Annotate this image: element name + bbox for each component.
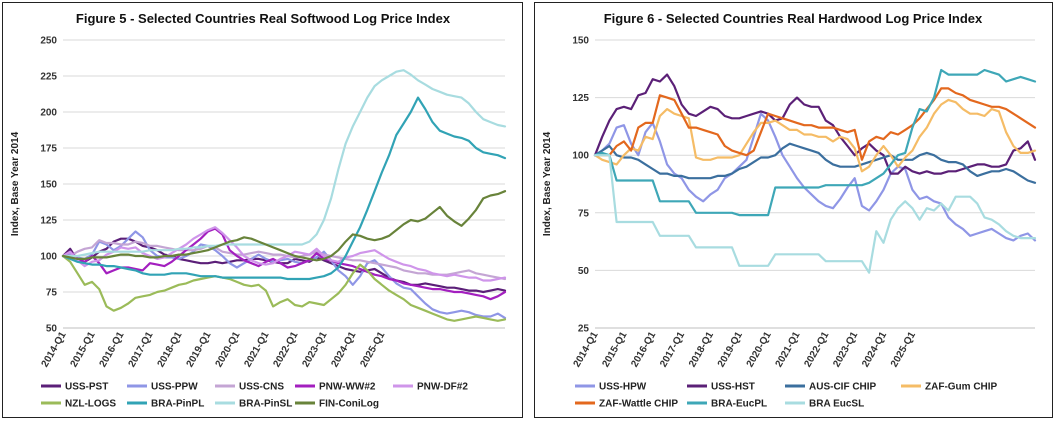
x-tick-label: 2018-Q1 <box>687 330 716 370</box>
y-axis-label: Index, Base Year 2014 <box>10 131 21 236</box>
softwood-chart: Figure 5 - Selected Countries Real Softw… <box>10 11 507 410</box>
legend-item-bra-eucpl: BRA-EucPL <box>687 399 767 410</box>
x-tick-label: 2019-Q1 <box>716 330 745 370</box>
legend-item-uss-pst: USS-PST <box>41 382 108 393</box>
series-line-bra-pinpl <box>61 96 507 281</box>
y-tick-label: 250 <box>40 36 57 47</box>
legend-item-uss-cns: USS-CNS <box>215 382 284 393</box>
legend-label: FIN-ConiLog <box>319 399 379 410</box>
legend-item-nzl-logs: NZL-LOGS <box>41 399 116 410</box>
x-tick-label: 2024-Q1 <box>329 330 358 370</box>
series-line-fin-conilog <box>61 190 507 262</box>
series-line-bra-eucpl <box>593 68 1037 217</box>
series-line-zaf-gum-chip <box>593 98 1037 173</box>
legend-item-uss-hst: USS-HST <box>687 382 755 393</box>
y-tick-label: 175 <box>40 144 57 155</box>
legend-item-pnw-df-2: PNW-DF#2 <box>393 382 468 393</box>
x-tick-label: 2017-Q1 <box>127 330 156 370</box>
x-tick-label: 2020-Q1 <box>214 330 243 370</box>
legend-item-uss-ppw: USS-PPW <box>127 382 198 393</box>
y-tick-label: 75 <box>46 288 58 299</box>
legend-label: USS-PST <box>65 382 108 393</box>
legend-label: USS-CNS <box>239 382 284 393</box>
legend-item-uss-hpw: USS-HPW <box>575 382 647 393</box>
x-tick-label: 2018-Q1 <box>156 330 185 370</box>
chart-title: Figure 5 - Selected Countries Real Softw… <box>76 11 451 26</box>
y-tick-label: 100 <box>572 151 589 162</box>
softwood-chart-panel: Figure 5 - Selected Countries Real Softw… <box>2 2 523 418</box>
legend-label: AUS-CIF CHIP <box>809 382 877 393</box>
y-tick-label: 50 <box>578 266 590 277</box>
x-tick-label: 2022-Q1 <box>271 330 300 370</box>
legend-label: NZL-LOGS <box>65 399 116 410</box>
y-tick-label: 225 <box>40 72 57 83</box>
legend-item-zaf-gum-chip: ZAF-Gum CHIP <box>901 382 998 393</box>
x-tick-label: 2015-Q1 <box>600 330 629 370</box>
x-tick-label: 2016-Q1 <box>98 330 127 370</box>
x-tick-label: 2014-Q1 <box>40 330 69 370</box>
series-line-uss-hst <box>593 73 1037 175</box>
series-line-nzl-logs <box>61 254 507 322</box>
series-line-zaf-wattle-chip <box>593 87 1037 161</box>
x-tick-label: 2023-Q1 <box>831 330 860 370</box>
legend-label: ZAF-Gum CHIP <box>925 382 998 393</box>
chart-title: Figure 6 - Selected Countries Real Hardw… <box>604 11 983 26</box>
legend-label: PNW-WW#2 <box>319 382 376 393</box>
y-tick-label: 150 <box>40 180 57 191</box>
series-line-uss-ppw <box>61 230 507 319</box>
x-tick-label: 2023-Q1 <box>300 330 329 370</box>
x-tick-label: 2025-Q1 <box>358 330 387 370</box>
series-line-bra-eucsl <box>593 154 1037 274</box>
y-tick-label: 150 <box>572 36 589 47</box>
legend-label: USS-HPW <box>599 382 647 393</box>
legend-label: ZAF-Wattle CHIP <box>599 399 678 410</box>
series-line-aus-cif-chip <box>593 142 1037 184</box>
legend-item-aus-cif-chip: AUS-CIF CHIP <box>785 382 877 393</box>
legend-item-bra-eucsl: BRA EucSL <box>785 399 864 410</box>
hardwood-chart: Figure 6 - Selected Countries Real Hardw… <box>542 11 1037 410</box>
x-tick-label: 2016-Q1 <box>629 330 658 370</box>
legend-label: BRA-EucPL <box>711 399 767 410</box>
x-tick-label: 2017-Q1 <box>658 330 687 370</box>
y-tick-label: 100 <box>40 252 57 263</box>
x-tick-label: 2020-Q1 <box>745 330 774 370</box>
x-tick-label: 2025-Q1 <box>889 330 918 370</box>
y-tick-label: 25 <box>578 324 590 335</box>
x-tick-label: 2021-Q1 <box>242 330 271 370</box>
y-tick-label: 75 <box>578 208 590 219</box>
legend-label: PNW-DF#2 <box>417 382 468 393</box>
legend-item-bra-pinsl: BRA-PinSL <box>215 399 292 410</box>
series-line-pnw-df-2 <box>61 226 507 282</box>
legend-item-zaf-wattle-chip: ZAF-Wattle CHIP <box>575 399 678 410</box>
y-tick-label: 200 <box>40 108 57 119</box>
x-tick-label: 2019-Q1 <box>185 330 214 370</box>
series-line-uss-hpw <box>593 112 1037 242</box>
y-tick-label: 125 <box>40 216 57 227</box>
legend-item-fin-conilog: FIN-ConiLog <box>295 399 379 410</box>
y-axis-label: Index, Base Year 2014 <box>542 131 553 236</box>
legend-label: USS-PPW <box>151 382 198 393</box>
series-line-bra-pinsl <box>61 69 507 258</box>
legend-label: USS-HST <box>711 382 755 393</box>
y-tick-label: 50 <box>46 324 58 335</box>
hardwood-chart-panel: Figure 6 - Selected Countries Real Hardw… <box>534 2 1053 418</box>
x-tick-label: 2024-Q1 <box>860 330 889 370</box>
x-tick-label: 2022-Q1 <box>802 330 831 370</box>
y-tick-label: 125 <box>572 93 589 104</box>
legend-label: BRA-PinPL <box>151 399 204 410</box>
x-tick-label: 2021-Q1 <box>774 330 803 370</box>
legend-item-bra-pinpl: BRA-PinPL <box>127 399 204 410</box>
series-line-uss-cns <box>61 239 507 281</box>
legend-item-pnw-ww-2: PNW-WW#2 <box>295 382 376 393</box>
legend-label: BRA EucSL <box>809 399 864 410</box>
x-tick-label: 2014-Q1 <box>572 330 601 370</box>
series-line-pnw-ww-2 <box>61 227 507 301</box>
x-tick-label: 2015-Q1 <box>69 330 98 370</box>
legend-label: BRA-PinSL <box>239 399 292 410</box>
